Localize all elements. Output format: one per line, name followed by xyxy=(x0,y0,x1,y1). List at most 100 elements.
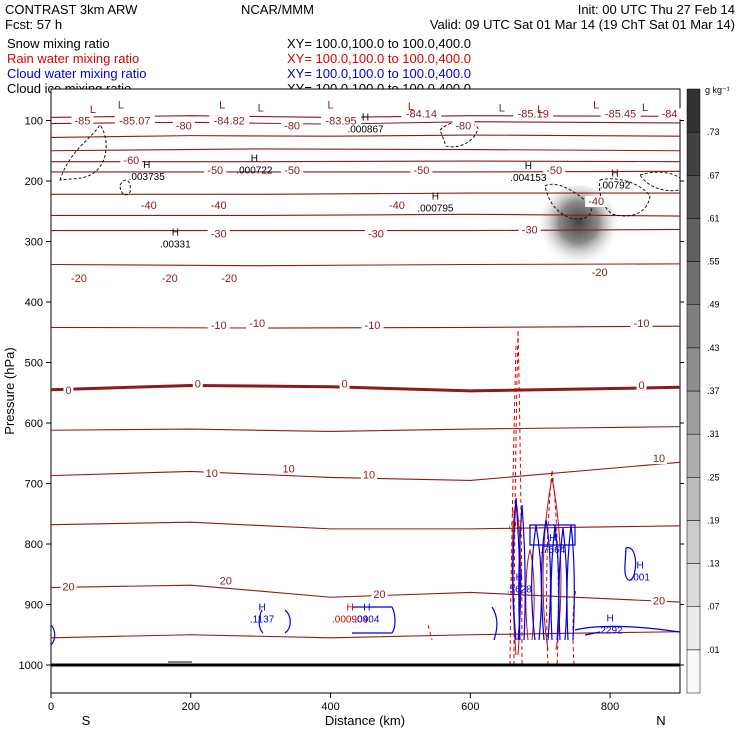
isotherm-line xyxy=(51,426,680,433)
isotherm-label: -83.95 xyxy=(325,116,356,128)
isotherm-label: -10 xyxy=(249,318,265,330)
colorbar-label: .37 xyxy=(707,386,720,396)
field-legend: Snow mixing ratio XY= 100.0,100.0 to 100.… xyxy=(7,36,471,96)
max-marker: H xyxy=(606,614,613,625)
isotherm-label: -84.82 xyxy=(214,116,245,128)
isotherm-label: 20 xyxy=(62,581,74,593)
x-axis: 0 200 400 600 800 xyxy=(48,693,619,713)
label-bg xyxy=(518,224,541,236)
isotherm-line xyxy=(51,461,680,482)
max-marker: H xyxy=(362,113,369,124)
isotherm-label: -30 xyxy=(522,224,538,236)
north-label: N xyxy=(656,713,665,728)
isotherm-label: 20 xyxy=(373,589,385,601)
isotherm-line xyxy=(51,521,680,530)
label-bg xyxy=(203,468,220,480)
label-bg xyxy=(71,115,94,127)
south-label: S xyxy=(82,713,91,728)
label-bg xyxy=(207,228,230,240)
isotherm-label: -40 xyxy=(141,200,157,212)
isotherm-label: 10 xyxy=(282,463,294,475)
forecast-hour: Fcst: 57 h xyxy=(5,17,62,32)
max-value: .2292 xyxy=(598,626,623,637)
isotherm-line xyxy=(51,383,680,393)
isotherm-line xyxy=(51,170,680,173)
label-bg xyxy=(651,595,668,607)
colorbar-swatch xyxy=(686,390,701,435)
colorbar-label: .31 xyxy=(707,429,720,439)
max-value: .00792 xyxy=(600,180,631,191)
isotherm-label: -50 xyxy=(284,165,300,177)
y-tick-label: 600 xyxy=(25,418,43,430)
colorbar: .01 .07 .13 .19 .25 .31 .37 .43 .49 .55 .61 .67 .73 xyxy=(686,88,720,694)
colorbar-label: .19 xyxy=(707,515,720,525)
x-axis-label: Distance (km) xyxy=(325,713,405,728)
isotherm-label: 0 xyxy=(341,379,347,391)
max-value: .000867 xyxy=(347,125,384,136)
isotherm-label: -85.07 xyxy=(119,116,150,128)
isotherm-label: -30 xyxy=(368,229,384,241)
label-bg xyxy=(385,200,408,212)
label-bg xyxy=(209,115,250,127)
max-value: .0904 xyxy=(354,615,379,626)
colorbar-label: .07 xyxy=(707,602,720,612)
label-bg xyxy=(371,589,388,601)
label-bg xyxy=(207,320,230,332)
label-bg xyxy=(207,200,230,212)
x-tick-label: 600 xyxy=(461,701,479,713)
label-bg xyxy=(172,120,195,132)
isotherm-labels: -85 -85.07 -80 -84.82 -80 -83.95 -84.14 -80 -85.… xyxy=(60,108,681,607)
label-bg xyxy=(114,115,155,127)
label-bg xyxy=(360,469,377,481)
valid-time: Valid: 09 UTC Sat 01 Mar 14 (19 ChT Sat … xyxy=(430,17,735,32)
label-bg xyxy=(630,318,653,330)
label-bg xyxy=(192,378,203,390)
isotherm-label: -84 xyxy=(662,108,678,120)
x-tick-label: 200 xyxy=(182,701,200,713)
colorbar-swatch xyxy=(686,347,701,392)
isotherm-label: -60 xyxy=(123,155,139,167)
colorbar-swatch xyxy=(686,88,701,133)
legend-field-name: Rain water mixing ratio xyxy=(7,51,139,66)
label-bg xyxy=(361,320,384,332)
label-bg xyxy=(60,581,77,593)
colorbar-swatch xyxy=(686,304,701,349)
max-value: .000904 xyxy=(332,615,369,626)
label-bg xyxy=(364,228,387,240)
max-marker: H xyxy=(258,603,265,614)
colorbar-swatch xyxy=(686,520,701,564)
isotherm-label: -20 xyxy=(592,267,608,279)
isotherm-label: -85.19 xyxy=(518,108,549,120)
colorbar-label: .01 xyxy=(707,645,720,655)
low-marker: L xyxy=(327,99,333,111)
cloud-water-contours xyxy=(51,497,680,646)
low-marker: L xyxy=(537,104,543,116)
low-marker: L xyxy=(408,101,414,113)
legend-field-xy: XY= 100.0,100.0 to 100.0,400.0 xyxy=(287,36,471,51)
max-marker: H xyxy=(347,603,354,614)
isotherm-line xyxy=(51,213,680,217)
max-value: .00 xyxy=(508,520,522,531)
label-bg xyxy=(543,165,566,177)
max-marker: H xyxy=(143,160,150,171)
legend-field-name: Cloud water mixing ratio xyxy=(7,66,146,81)
label-bg xyxy=(67,272,90,284)
legend-field-xy: XY= 100.0,100.0 to 100.0,400.0 xyxy=(287,51,471,66)
isotherm-label: -85 xyxy=(74,116,90,128)
rain-contours xyxy=(427,329,577,666)
max-value: .00331 xyxy=(160,240,191,251)
label-bg xyxy=(636,379,647,391)
max-value: .000722 xyxy=(236,166,273,177)
max-marker: H xyxy=(549,533,556,544)
x-tick-label: 800 xyxy=(601,701,619,713)
isotherm-label: -40 xyxy=(211,200,227,212)
isotherm-label: 0 xyxy=(65,385,71,397)
low-marker: L xyxy=(499,102,505,114)
low-marker: L xyxy=(258,102,264,114)
colorbar-label: .49 xyxy=(707,300,720,310)
max-marker: H xyxy=(172,228,179,239)
y-tick-label: 300 xyxy=(25,237,43,249)
label-bg xyxy=(281,165,304,177)
isotherm-label: -80 xyxy=(176,120,192,132)
isotherm-label: 0 xyxy=(195,379,201,391)
